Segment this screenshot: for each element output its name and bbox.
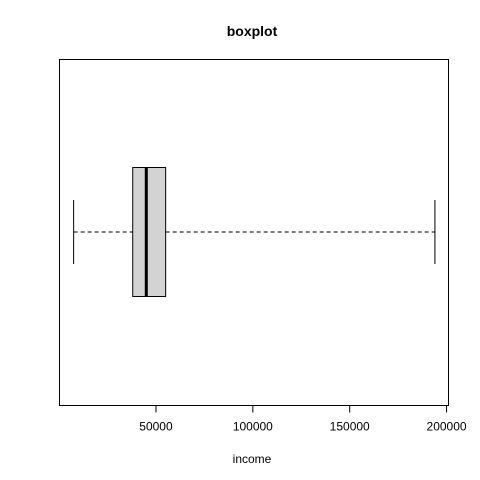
chart-title: boxplot [227, 23, 278, 39]
x-tick-label: 200000 [427, 420, 467, 434]
box-iqr [132, 167, 167, 297]
x-tick-label: 50000 [139, 420, 173, 434]
boxplot-marks [73, 167, 436, 297]
x-axis-label: income [233, 452, 272, 466]
x-tick-label: 100000 [233, 420, 273, 434]
x-tick-label: 150000 [330, 420, 370, 434]
x-axis: 50000 100000 150000 200000 [139, 405, 467, 434]
